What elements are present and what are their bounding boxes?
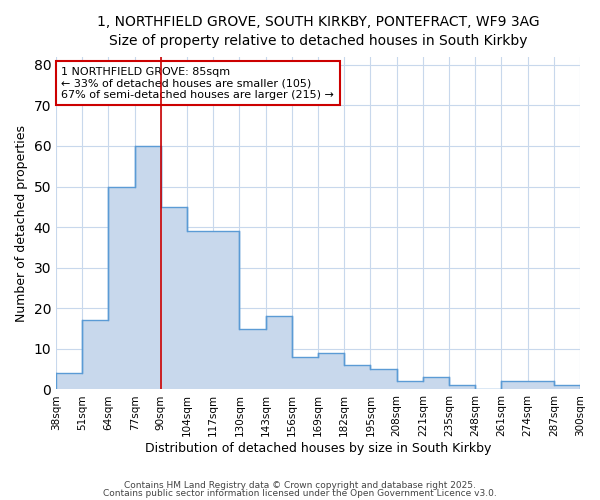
X-axis label: Distribution of detached houses by size in South Kirkby: Distribution of detached houses by size …	[145, 442, 491, 455]
Title: 1, NORTHFIELD GROVE, SOUTH KIRKBY, PONTEFRACT, WF9 3AG
Size of property relative: 1, NORTHFIELD GROVE, SOUTH KIRKBY, PONTE…	[97, 15, 539, 48]
Text: Contains HM Land Registry data © Crown copyright and database right 2025.: Contains HM Land Registry data © Crown c…	[124, 481, 476, 490]
Text: Contains public sector information licensed under the Open Government Licence v3: Contains public sector information licen…	[103, 488, 497, 498]
Text: 1 NORTHFIELD GROVE: 85sqm
← 33% of detached houses are smaller (105)
67% of semi: 1 NORTHFIELD GROVE: 85sqm ← 33% of detac…	[61, 66, 334, 100]
Y-axis label: Number of detached properties: Number of detached properties	[15, 124, 28, 322]
